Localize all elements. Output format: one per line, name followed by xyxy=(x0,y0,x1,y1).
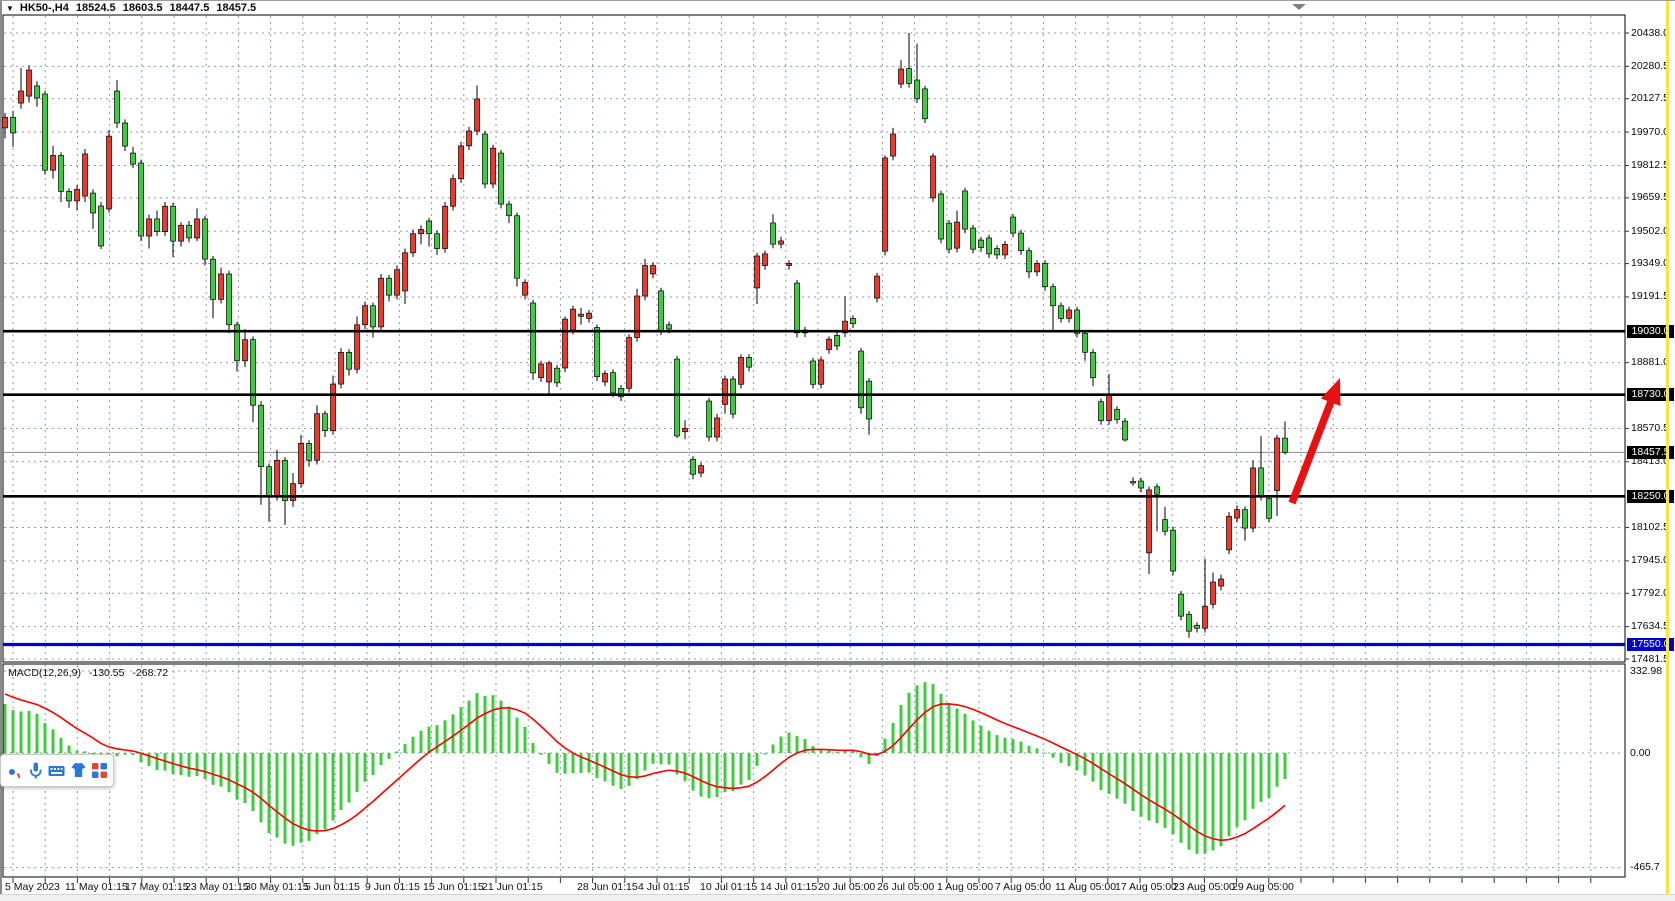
macd-indicator-label: MACD(12,26,9) -130.55 -268.72 xyxy=(8,667,173,679)
time-tick-label: 23 May 01:15 xyxy=(185,881,249,893)
time-tick-label: 10 Jul 01:15 xyxy=(700,881,758,893)
macd-signal-value: -268.72 xyxy=(132,667,169,679)
time-tick-label: 21 Jun 01:15 xyxy=(482,881,543,893)
price-tick-label: 17634.5 xyxy=(1631,620,1669,633)
window-right-highlight xyxy=(1666,1,1669,894)
time-tick-label: 14 Jul 01:15 xyxy=(760,881,818,893)
time-tick-label: 5 May 2023 xyxy=(5,881,60,893)
chart-title: ▼ HK50-,H4 18524.5 18603.5 18447.5 18457.… xyxy=(6,2,260,14)
price-tick-label: 18570.5 xyxy=(1631,421,1669,434)
ohlc-open: 18524.5 xyxy=(75,2,116,14)
chart-shift-marker-icon[interactable] xyxy=(1292,4,1306,10)
price-tick-label: 18881.0 xyxy=(1631,356,1669,369)
time-tick-label: 11 May 01:15 xyxy=(65,881,128,893)
price-tick-label: 19349.0 xyxy=(1631,257,1669,270)
symbol-dropdown-icon[interactable]: ▼ xyxy=(6,4,14,13)
time-tick-label: 17 Aug 05:00 xyxy=(1115,881,1177,893)
macd-scale-label: 332.98 xyxy=(1630,664,1663,677)
level-price-badge: 19030.0 xyxy=(1627,324,1674,338)
trend-arrow-annotation[interactable] xyxy=(1288,378,1341,505)
symbol-period-label: HK50-,H4 xyxy=(19,2,69,14)
ime-toolbar[interactable] xyxy=(0,754,114,787)
macd-scale-label: 0.00 xyxy=(1630,746,1651,759)
price-tick-label: 19812.5 xyxy=(1631,158,1669,171)
keyboard-icon[interactable] xyxy=(47,761,66,780)
price-tick-label: 20127.5 xyxy=(1631,92,1669,105)
time-tick-label: 30 May 01:15 xyxy=(245,881,309,893)
microphone-icon[interactable] xyxy=(26,761,45,780)
price-tick-label: 17792.0 xyxy=(1631,586,1669,599)
shirt-icon[interactable] xyxy=(69,761,88,780)
time-tick-label: 23 Aug 05:00 xyxy=(1173,881,1235,893)
time-tick-label: 29 Aug 05:00 xyxy=(1232,881,1294,893)
ohlc-close: 18457.5 xyxy=(216,2,257,14)
macd-name: MACD(12,26,9) xyxy=(8,667,81,679)
window-left-edge xyxy=(0,1,2,894)
price-tick-label: 20438.0 xyxy=(1631,26,1669,39)
time-tick-label: 17 May 01:15 xyxy=(125,881,189,893)
time-tick-label: 4 Jul 01:15 xyxy=(638,881,690,893)
macd-scale-label: -465.7 xyxy=(1630,861,1660,874)
price-tick-label: 17945.0 xyxy=(1631,554,1669,567)
time-tick-label: 7 Aug 05:00 xyxy=(995,881,1052,893)
time-tick-label: 1 Aug 05:00 xyxy=(937,881,994,893)
time-tick-label: 26 Jul 05:00 xyxy=(877,881,935,893)
time-tick-label: 5 Jun 01:15 xyxy=(305,881,360,893)
level-price-badge: 17550.0 xyxy=(1627,638,1674,652)
ohlc-low: 18447.5 xyxy=(169,2,210,14)
time-tick-label: 28 Jun 01:15 xyxy=(577,881,638,893)
price-tick-label: 20280.5 xyxy=(1631,59,1669,72)
window-bottom-strip xyxy=(0,894,1675,901)
app-grid-icon[interactable] xyxy=(90,761,109,780)
ime-logo-partial-icon[interactable] xyxy=(5,761,24,780)
time-tick-label: 15 Jun 01:15 xyxy=(423,881,484,893)
ohlc-high: 18603.5 xyxy=(122,2,163,14)
price-tick-label: 19502.0 xyxy=(1631,224,1669,237)
macd-value: -130.55 xyxy=(88,667,125,679)
level-price-badge: 18730.0 xyxy=(1627,388,1674,402)
current-price-badge: 18457.5 xyxy=(1627,445,1674,459)
price-tick-label: 19659.5 xyxy=(1631,191,1669,204)
price-tick-label: 19191.5 xyxy=(1631,290,1669,303)
level-price-badge: 18250.0 xyxy=(1627,489,1674,503)
time-tick-label: 11 Aug 05:00 xyxy=(1055,881,1117,893)
time-tick-label: 20 Jul 05:00 xyxy=(818,881,876,893)
price-tick-label: 18102.5 xyxy=(1631,521,1669,534)
time-tick-label: 9 Jun 01:15 xyxy=(365,881,420,893)
price-tick-label: 17481.5 xyxy=(1631,652,1669,665)
price-tick-label: 19970.0 xyxy=(1631,125,1669,138)
